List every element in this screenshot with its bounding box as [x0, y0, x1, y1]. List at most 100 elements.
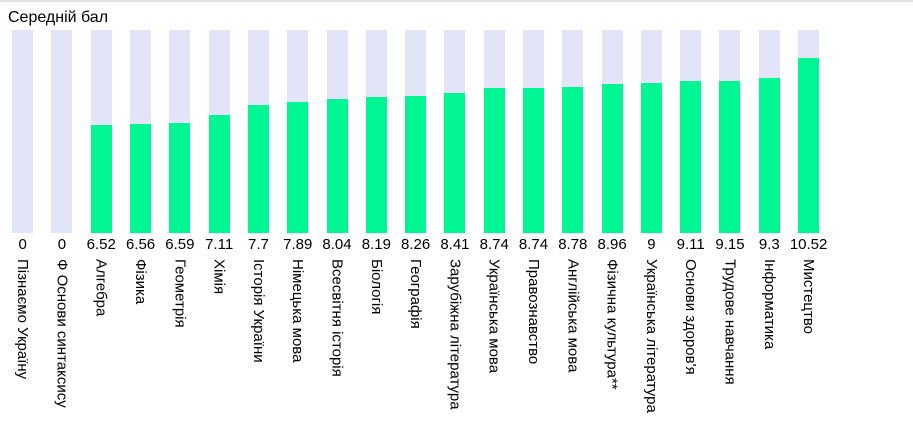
bar-value-label: 7.89 [283, 236, 313, 253]
bar-fill [247, 105, 269, 233]
bar-fill [523, 88, 544, 233]
bar-track [405, 30, 427, 233]
bar-fill [365, 97, 387, 233]
bar-fill [444, 93, 466, 233]
bar-track [326, 30, 348, 233]
bar-category-label: Фізична культура** [603, 259, 621, 390]
bar-category-label: Хімія [210, 259, 228, 295]
bar-fill [208, 115, 230, 233]
bar-column: 7.89 Німецька мова [278, 30, 317, 362]
bar-category-label: Англійська мова [564, 259, 582, 373]
bar-column: 8.74 Українська мова [475, 30, 514, 373]
bar-track [130, 30, 152, 233]
bar-value-label: 8.04 [322, 236, 352, 253]
chart-title: Середній бал [8, 9, 109, 26]
bar-category-label: Всесвітня історія [328, 259, 346, 377]
bar-value-label: 10.52 [789, 236, 828, 253]
bar-track [483, 30, 505, 233]
bar-column: 9.3 Інформатика [750, 30, 789, 349]
bar-value-label: 9 [647, 236, 656, 253]
bar-value-label: 6.52 [86, 236, 116, 253]
bar-fill [640, 83, 662, 233]
bar-value-label: 9.11 [676, 236, 705, 253]
bar-category-label: Інформатика [760, 259, 778, 350]
bar-track [247, 30, 269, 233]
bar-category-label: Фізика [132, 259, 150, 305]
bar-fill [680, 81, 702, 233]
bar-category-label: Ф Основи синтаксису [53, 259, 71, 408]
bar-value-label: 8.74 [518, 236, 549, 253]
bar-track [51, 30, 73, 233]
bar-column: 9 Українська література [632, 30, 671, 413]
bar-category-label: Німецька мова [289, 259, 307, 363]
bar-track [640, 30, 662, 233]
bar-category-label: Пізнаємо Україну [14, 259, 32, 380]
bar-column: 8.74 Правознавство [514, 30, 553, 364]
bar-fill [483, 88, 505, 233]
bar-column: 10.52 Мистецтво [789, 30, 828, 334]
top-divider [0, 0, 913, 2]
bar-fill [758, 78, 780, 233]
bar-track [758, 30, 780, 233]
bar-fill [287, 102, 309, 233]
bar-fill [405, 96, 427, 233]
bar-value-label: 7.11 [205, 236, 234, 253]
bar-fill [326, 99, 348, 233]
bar-track [680, 30, 702, 233]
bar-value-label: 8.78 [558, 236, 588, 253]
bar-category-label: Мистецтво [800, 259, 818, 335]
bar-track [798, 30, 820, 233]
bar-category-label: Трудове навчання [721, 259, 739, 385]
bar-track [365, 30, 387, 233]
bar-value-label: 8.74 [479, 236, 509, 253]
bar-column: 6.59 Геометрія [160, 30, 199, 328]
bar-fill [169, 123, 191, 233]
bar-category-label: Зарубіжна література [446, 259, 464, 410]
bar-track [523, 30, 544, 233]
bar-category-label: Географія [407, 259, 425, 329]
bar-category-label: Історія України [249, 259, 267, 363]
bar-value-label: 9.15 [715, 236, 745, 253]
bar-value-label: 0 [57, 236, 67, 253]
bar-chart: 0 Пізнаємо Україну 0 Ф Основи синтаксису 6.5… [0, 30, 913, 413]
bar-track [287, 30, 309, 233]
bar-category-label: Біологія [367, 259, 385, 315]
bar-fill [90, 125, 112, 233]
bar-column: 8.41 Зарубіжна література [435, 30, 474, 410]
bar-fill [562, 87, 584, 233]
bar-category-label: Основи здоров'я [682, 259, 700, 375]
bar-column: 8.04 Всесвітня історія [317, 30, 356, 377]
bar-value-label: 8.41 [440, 236, 470, 253]
bar-column: 7.7 Історія України [239, 30, 278, 363]
bar-track [444, 30, 466, 233]
bar-column: 0 Пізнаємо Україну [3, 30, 42, 379]
bar-column: 7.11 Хімія [199, 30, 238, 294]
bar-column: 8.96 Фізична культура** [592, 30, 631, 390]
bar-column: 9.11 Основи здоров'я [671, 30, 710, 375]
bar-column: 8.19 Біологія [357, 30, 396, 314]
bar-category-label: Українська література [642, 259, 660, 413]
bar-value-label: 8.96 [597, 236, 627, 253]
bar-track [562, 30, 584, 233]
bar-category-label: Правознавство [525, 259, 542, 365]
bar-value-label: 6.59 [165, 236, 195, 253]
bar-column: 6.56 Фізика [121, 30, 160, 304]
bar-column: 0 Ф Основи синтаксису [42, 30, 81, 408]
bar-fill [719, 81, 741, 233]
bar-column: 8.26 Географія [396, 30, 435, 329]
bar-value-label: 8.19 [361, 236, 391, 253]
bar-column: 6.52 Алгебра [82, 30, 121, 316]
bar-value-label: 0 [18, 236, 27, 253]
bar-fill [130, 124, 152, 233]
bar-category-label: Алгебра [92, 259, 110, 317]
bar-category-label: Українська мова [485, 259, 503, 374]
bar-track [208, 30, 230, 233]
bar-value-label: 7.7 [248, 236, 269, 253]
bar-track [169, 30, 191, 233]
bar-track [719, 30, 741, 233]
bar-value-label: 8.26 [401, 236, 431, 253]
bar-value-label: 6.56 [125, 236, 156, 253]
bar-value-label: 9.3 [758, 236, 780, 253]
bar-fill [798, 58, 820, 233]
